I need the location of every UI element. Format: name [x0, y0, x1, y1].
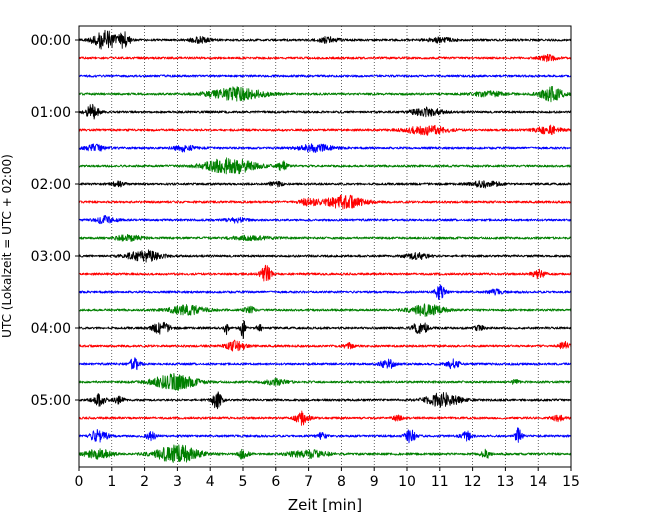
- trace-row-17: [78, 339, 572, 352]
- trace-row-18: [78, 357, 572, 371]
- x-tick-label-9: 9: [370, 474, 379, 490]
- trace-row-15: [78, 303, 572, 317]
- y-tick-label-4: 04:00: [31, 321, 71, 337]
- trace-row-23: [78, 444, 572, 463]
- plot-frame: [78, 25, 572, 468]
- x-tick-label-13: 13: [496, 474, 514, 490]
- trace-row-16: [78, 320, 572, 339]
- x-tick-label-6: 6: [271, 474, 280, 490]
- x-tick-label-0: 0: [75, 474, 84, 490]
- trace-row-4: [78, 103, 572, 120]
- trace-row-9: [78, 194, 572, 210]
- y-tick-label-5: 05:00: [31, 393, 71, 409]
- x-tick-label-8: 8: [337, 474, 346, 490]
- x-tick-label-2: 2: [140, 474, 149, 490]
- trace-row-14: [78, 284, 572, 300]
- y-tick-label-1: 01:00: [31, 105, 71, 121]
- seismic-traces: [78, 29, 572, 463]
- trace-row-22: [78, 427, 572, 444]
- trace-row-5: [78, 124, 572, 136]
- trace-row-8: [78, 180, 572, 189]
- trace-row-21: [78, 410, 572, 426]
- x-tick-label-14: 14: [529, 474, 547, 490]
- trace-row-13: [78, 264, 572, 282]
- x-tick-label-1: 1: [107, 474, 116, 490]
- x-tick-label-7: 7: [304, 474, 313, 490]
- y-tick-label-3: 03:00: [31, 249, 71, 265]
- trace-row-12: [78, 249, 572, 263]
- y-tick-label-2: 02:00: [31, 177, 71, 193]
- trace-row-6: [78, 143, 572, 153]
- y-axis-ticks: 00:00 01:00 02:00 03:00 04:00 05:00: [31, 33, 79, 409]
- trace-row-7: [78, 157, 572, 175]
- x-tick-label-3: 3: [173, 474, 182, 490]
- x-tick-label-4: 4: [206, 474, 215, 490]
- y-axis-label: UTC (Lokalzeit = UTC + 02:00): [0, 154, 14, 338]
- x-axis-ticks: 0 1 2 3 4 5 6 7 8 9 10 11 12 13 14 15: [75, 467, 580, 490]
- x-tick-label-5: 5: [239, 474, 248, 490]
- trace-row-10: [78, 215, 572, 225]
- x-tick-label-15: 15: [562, 474, 580, 490]
- trace-row-19: [78, 372, 572, 391]
- x-tick-label-10: 10: [398, 474, 416, 490]
- x-tick-label-12: 12: [464, 474, 482, 490]
- plot-background: [79, 26, 571, 467]
- x-axis-label: Zeit [min]: [288, 496, 362, 514]
- trace-row-1: [78, 53, 572, 63]
- trace-row-11: [78, 234, 572, 242]
- trace-row-20: [78, 391, 572, 410]
- trace-row-3: [78, 85, 572, 103]
- y-tick-label-0: 00:00: [31, 33, 71, 49]
- trace-row-2: [78, 74, 572, 78]
- x-tick-label-11: 11: [431, 474, 449, 490]
- trace-row-0: [78, 29, 572, 50]
